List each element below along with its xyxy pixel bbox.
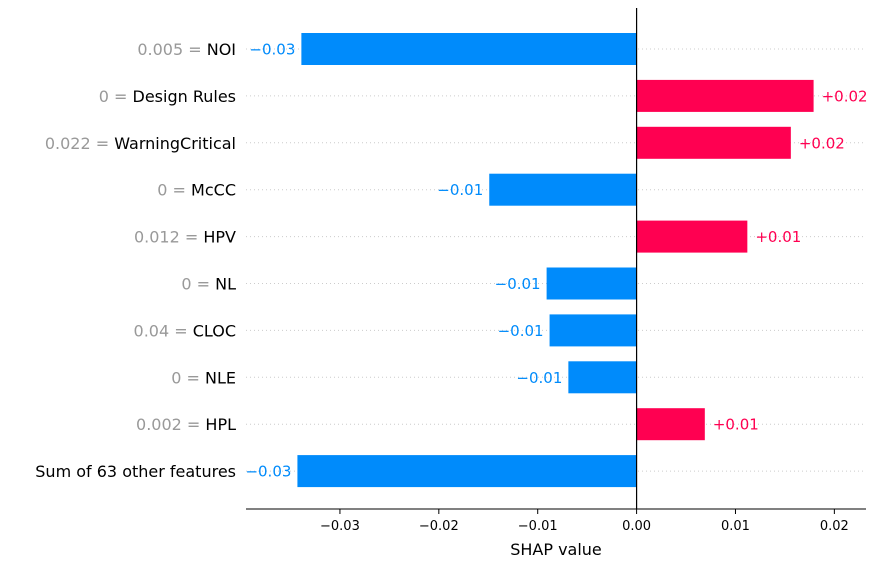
- x-axis: −0.03 −0.02 −0.01 0.00 0.01 0.02: [246, 508, 866, 534]
- feature-name: WarningCritical: [114, 134, 236, 153]
- feature-value: 0.002 =: [136, 415, 205, 434]
- bar-warningcritical: [636, 126, 791, 159]
- feature-value: 0.012 =: [134, 228, 203, 247]
- data-label: +0.02: [822, 87, 868, 105]
- feature-value: 0.04 =: [134, 321, 193, 340]
- feature-value: 0.005 =: [137, 40, 206, 59]
- bar-cloc: [549, 314, 637, 347]
- bar-hpv: [636, 220, 748, 253]
- feature-name: Sum of 63 other features: [35, 462, 236, 481]
- feature-value: 0 =: [157, 181, 191, 200]
- data-label: +0.02: [799, 134, 845, 152]
- feature-value: 0 =: [181, 275, 215, 294]
- data-label: −0.03: [249, 41, 295, 59]
- feature-name: Design Rules: [133, 87, 237, 106]
- feature-label: 0.002 = HPL: [136, 415, 236, 434]
- data-label: +0.01: [713, 416, 759, 434]
- feature-labels: 0.005 = NOI 0 = Design Rules 0.022 = Warni…: [35, 40, 236, 481]
- gridlines: [246, 48, 866, 472]
- x-tick-label: −0.03: [320, 519, 360, 534]
- feature-label: 0 = McCC: [157, 181, 236, 200]
- feature-value: 0 =: [171, 368, 205, 387]
- bar-design-rules: [636, 79, 814, 112]
- feature-label: 0 = Design Rules: [99, 87, 236, 106]
- data-label: −0.01: [516, 369, 562, 387]
- x-tick-label: −0.02: [419, 519, 459, 534]
- feature-name: NOI: [207, 40, 236, 59]
- x-tick-label: 0.00: [622, 519, 651, 534]
- feature-name: McCC: [191, 181, 236, 200]
- bar-nl: [546, 267, 637, 300]
- data-label: +0.01: [755, 228, 801, 246]
- feature-label: 0 = NLE: [171, 368, 236, 387]
- feature-label: 0.012 = HPV: [134, 228, 236, 247]
- feature-name: HPL: [205, 415, 236, 434]
- bar-mccc: [489, 173, 637, 206]
- feature-name: CLOC: [193, 321, 236, 340]
- data-label: −0.01: [495, 275, 541, 293]
- x-tick-label: −0.01: [518, 519, 558, 534]
- feature-label: 0.022 = WarningCritical: [45, 134, 236, 153]
- x-tick-label: 0.01: [721, 519, 750, 534]
- feature-label: 0 = NL: [181, 275, 236, 294]
- data-label: −0.03: [245, 463, 291, 481]
- feature-value: 0 =: [99, 87, 133, 106]
- data-label: −0.01: [437, 181, 483, 199]
- feature-label: 0.005 = NOI: [137, 40, 236, 59]
- data-label: −0.01: [498, 322, 544, 340]
- bar-nle: [568, 361, 637, 394]
- bar-noi: [301, 33, 637, 65]
- bar-hpl: [636, 408, 705, 441]
- feature-value: 0.022 =: [45, 134, 114, 153]
- bars: [297, 33, 814, 488]
- feature-label: Sum of 63 other features: [35, 462, 236, 481]
- feature-name: HPV: [203, 228, 236, 247]
- data-labels: −0.03 +0.02 +0.02 −0.01 +0.01 −0.01 −0.01 −0.01…: [245, 41, 867, 481]
- x-axis-title: SHAP value: [510, 540, 602, 559]
- bar-sum-of-63-other-features: [297, 455, 637, 488]
- feature-label: 0.04 = CLOC: [134, 321, 236, 340]
- feature-name: NL: [215, 275, 236, 294]
- x-tick-label: 0.02: [820, 519, 849, 534]
- feature-name: NLE: [205, 368, 236, 387]
